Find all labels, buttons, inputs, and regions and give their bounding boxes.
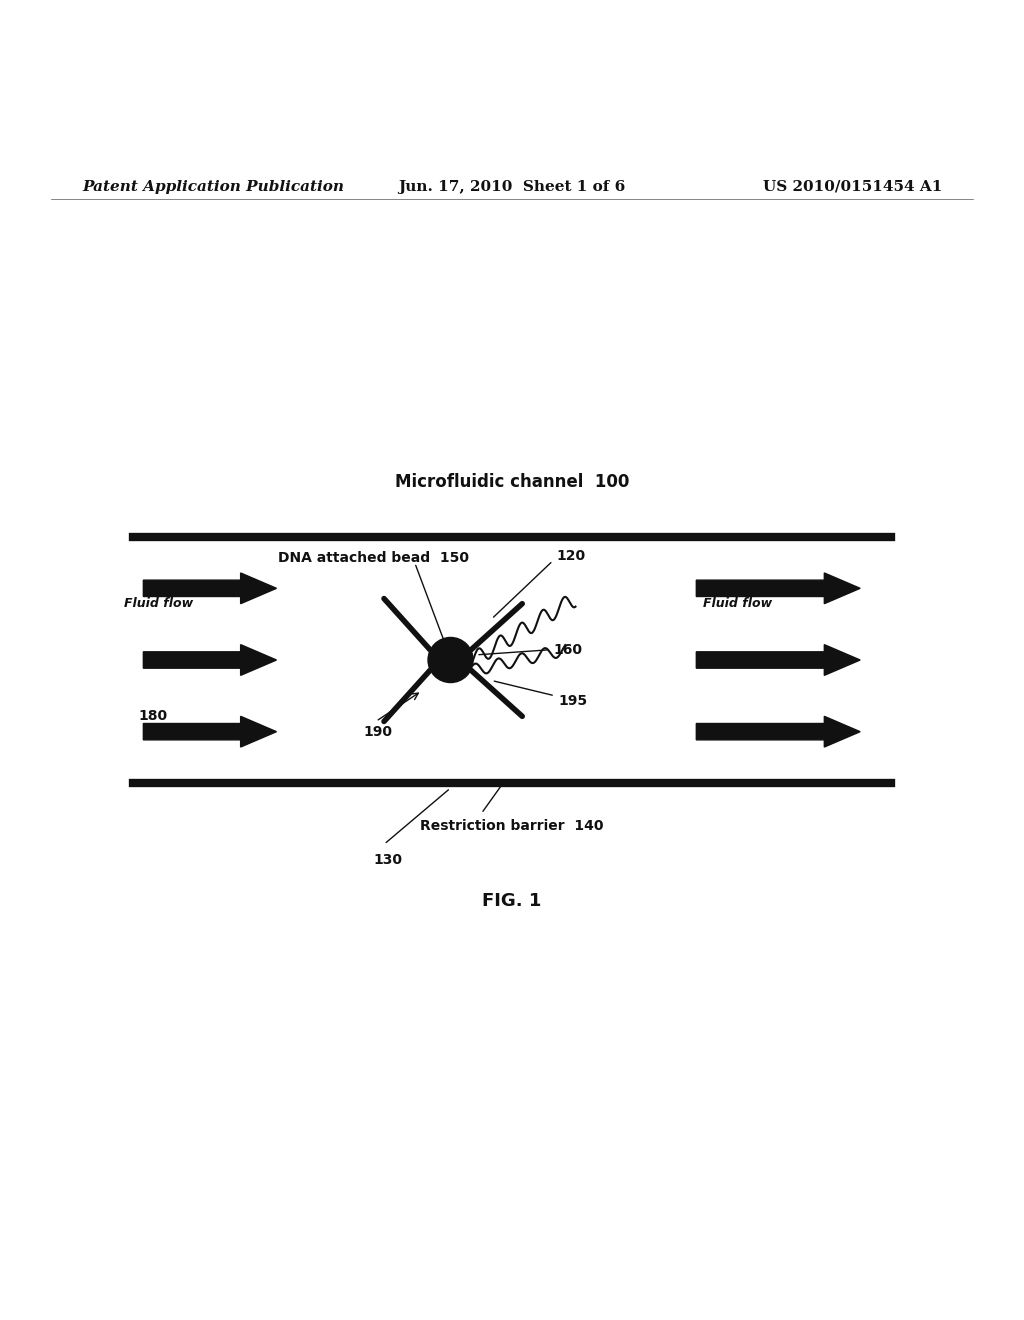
Text: Jun. 17, 2010  Sheet 1 of 6: Jun. 17, 2010 Sheet 1 of 6 [398,180,626,194]
Text: Microfluidic channel  100: Microfluidic channel 100 [395,473,629,491]
FancyArrow shape [143,573,276,603]
FancyArrow shape [696,717,860,747]
Text: Patent Application Publication: Patent Application Publication [82,180,344,194]
Text: FIG. 1: FIG. 1 [482,891,542,909]
FancyArrow shape [143,644,276,676]
Text: 180: 180 [138,709,167,723]
Text: Fluid flow: Fluid flow [124,597,194,610]
Text: US 2010/0151454 A1: US 2010/0151454 A1 [763,180,942,194]
Circle shape [428,638,473,682]
Text: 120: 120 [556,549,585,562]
Text: 160: 160 [553,643,582,657]
Text: 130: 130 [374,853,402,867]
Text: Fluid flow: Fluid flow [702,597,772,610]
Text: 195: 195 [558,694,587,708]
FancyArrow shape [143,717,276,747]
Text: 190: 190 [364,725,392,739]
FancyArrow shape [696,644,860,676]
FancyArrow shape [696,573,860,603]
Text: DNA attached bead  150: DNA attached bead 150 [279,550,469,565]
Text: Restriction barrier  140: Restriction barrier 140 [420,818,604,833]
